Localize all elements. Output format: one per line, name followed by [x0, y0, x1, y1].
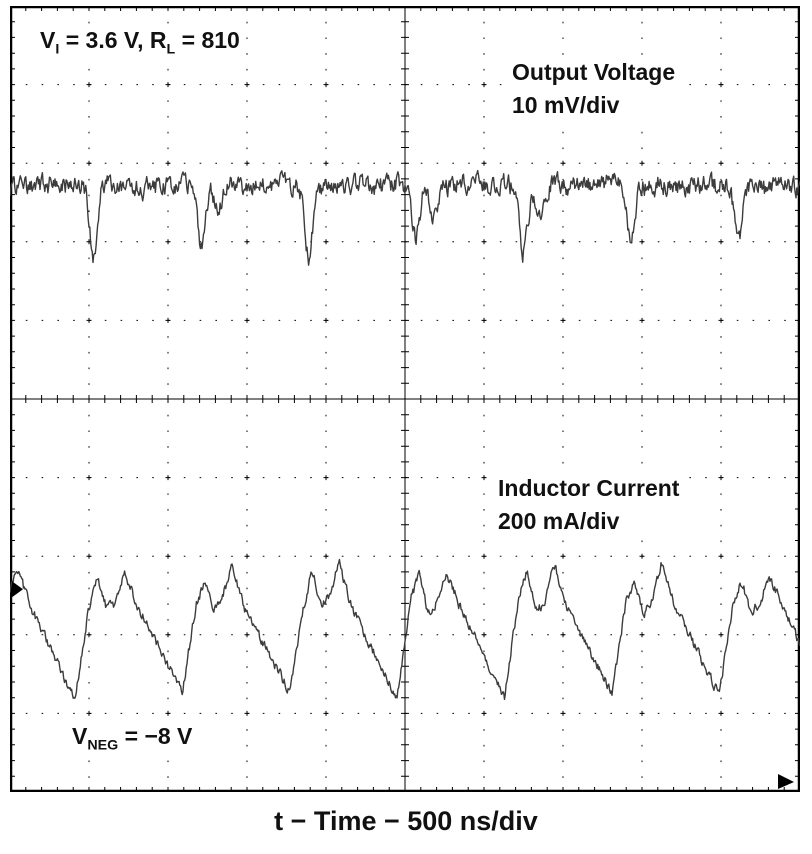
division-intersection-marks — [86, 82, 724, 716]
x-axis-label: t − Time − 500 ns/div — [274, 806, 538, 836]
border-ticks — [10, 6, 800, 792]
graticule-border — [10, 6, 800, 792]
scope-canvas — [10, 6, 800, 792]
trace-reference-marker — [12, 581, 23, 598]
scope-graticule: VI = 3.6 V, RL = 810 Output Voltage 10 mV/… — [10, 6, 800, 792]
output-voltage-trace — [10, 169, 800, 266]
sweep-marker — [778, 774, 794, 789]
center-axis-ticks — [25, 21, 785, 777]
inductor-current-trace — [10, 558, 800, 701]
